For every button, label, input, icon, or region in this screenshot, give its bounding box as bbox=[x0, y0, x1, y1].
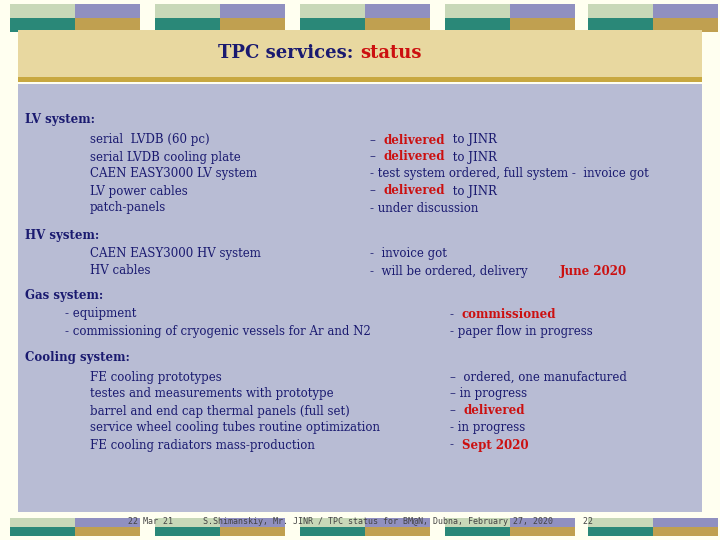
Bar bbox=[155, 518, 220, 527]
Bar bbox=[510, 18, 575, 32]
Bar bbox=[18, 30, 702, 78]
Text: - under discussion: - under discussion bbox=[370, 201, 478, 214]
Bar bbox=[510, 518, 575, 527]
Text: commissioned: commissioned bbox=[462, 307, 557, 321]
Bar bbox=[75, 18, 140, 32]
Text: - test system ordered, full system -  invoice got: - test system ordered, full system - inv… bbox=[370, 167, 649, 180]
Text: CAEN EASY3000 LV system: CAEN EASY3000 LV system bbox=[90, 167, 257, 180]
Bar bbox=[300, 518, 365, 527]
Text: – in progress: – in progress bbox=[450, 388, 527, 401]
Bar bbox=[10, 4, 75, 18]
Text: 22 Mar 21      S.Shimanskiy, Mr. JINR / TPC status for BM@N, Dubna, February 27,: 22 Mar 21 S.Shimanskiy, Mr. JINR / TPC s… bbox=[127, 517, 593, 526]
Bar bbox=[300, 527, 365, 536]
Bar bbox=[220, 527, 285, 536]
Bar bbox=[653, 518, 718, 527]
Text: - in progress: - in progress bbox=[450, 422, 526, 435]
Bar bbox=[588, 527, 653, 536]
Bar bbox=[445, 4, 510, 18]
Text: serial LVDB cooling plate: serial LVDB cooling plate bbox=[90, 151, 240, 164]
Bar bbox=[445, 18, 510, 32]
Bar bbox=[75, 527, 140, 536]
Bar bbox=[588, 4, 653, 18]
Bar bbox=[155, 4, 220, 18]
Bar bbox=[18, 84, 702, 512]
Bar bbox=[365, 18, 430, 32]
Text: - paper flow in progress: - paper flow in progress bbox=[450, 325, 593, 338]
Text: Cooling system:: Cooling system: bbox=[25, 352, 130, 365]
Text: -  will be ordered, delivery: - will be ordered, delivery bbox=[370, 265, 531, 278]
Text: –: – bbox=[450, 404, 459, 417]
Bar bbox=[220, 18, 285, 32]
Bar bbox=[365, 527, 430, 536]
Text: Gas system:: Gas system: bbox=[25, 289, 103, 302]
Text: Sept 2020: Sept 2020 bbox=[462, 438, 528, 451]
Bar bbox=[75, 518, 140, 527]
Text: FE cooling prototypes: FE cooling prototypes bbox=[90, 370, 222, 383]
Text: - equipment: - equipment bbox=[65, 307, 136, 321]
Bar bbox=[588, 18, 653, 32]
Text: -  invoice got: - invoice got bbox=[370, 247, 447, 260]
Bar bbox=[75, 4, 140, 18]
Text: delivered: delivered bbox=[383, 133, 444, 146]
Bar bbox=[10, 18, 75, 32]
Bar bbox=[155, 18, 220, 32]
Text: delivered: delivered bbox=[463, 404, 524, 417]
Text: to JINR: to JINR bbox=[449, 151, 497, 164]
Bar bbox=[653, 18, 718, 32]
Text: patch-panels: patch-panels bbox=[90, 201, 166, 214]
Bar bbox=[365, 4, 430, 18]
Text: - commissioning of cryogenic vessels for Ar and N2: - commissioning of cryogenic vessels for… bbox=[65, 325, 371, 338]
Text: HV system:: HV system: bbox=[25, 228, 99, 241]
Text: serial  LVDB (60 pc): serial LVDB (60 pc) bbox=[90, 133, 210, 146]
Bar bbox=[445, 527, 510, 536]
Text: –: – bbox=[370, 151, 379, 164]
Text: –  ordered, one manufactured: – ordered, one manufactured bbox=[450, 370, 627, 383]
Text: -: - bbox=[450, 307, 458, 321]
Bar bbox=[220, 4, 285, 18]
Text: TPC services:: TPC services: bbox=[218, 44, 360, 62]
Text: status: status bbox=[360, 44, 421, 62]
Bar bbox=[588, 518, 653, 527]
Text: to JINR: to JINR bbox=[449, 133, 497, 146]
Text: LV power cables: LV power cables bbox=[90, 185, 188, 198]
Text: HV cables: HV cables bbox=[90, 265, 150, 278]
Bar bbox=[155, 527, 220, 536]
Text: -: - bbox=[450, 438, 458, 451]
Text: testes and measurements with prototype: testes and measurements with prototype bbox=[90, 388, 333, 401]
Bar bbox=[18, 77, 702, 82]
Text: delivered: delivered bbox=[383, 151, 444, 164]
Bar bbox=[220, 518, 285, 527]
Bar bbox=[10, 518, 75, 527]
Bar bbox=[300, 4, 365, 18]
Text: –: – bbox=[370, 185, 379, 198]
Text: to JINR: to JINR bbox=[449, 185, 497, 198]
Bar bbox=[653, 4, 718, 18]
Bar bbox=[365, 518, 430, 527]
Text: –: – bbox=[370, 133, 379, 146]
Text: LV system:: LV system: bbox=[25, 113, 95, 126]
Text: June 2020: June 2020 bbox=[560, 265, 627, 278]
Text: barrel and end cap thermal panels (full set): barrel and end cap thermal panels (full … bbox=[90, 404, 350, 417]
Bar bbox=[10, 527, 75, 536]
Text: delivered: delivered bbox=[383, 185, 444, 198]
Text: FE cooling radiators mass-production: FE cooling radiators mass-production bbox=[90, 438, 315, 451]
Text: CAEN EASY3000 HV system: CAEN EASY3000 HV system bbox=[90, 247, 261, 260]
Text: service wheel cooling tubes routine optimization: service wheel cooling tubes routine opti… bbox=[90, 422, 380, 435]
Bar bbox=[300, 18, 365, 32]
Bar bbox=[445, 518, 510, 527]
Bar bbox=[510, 4, 575, 18]
Bar bbox=[653, 527, 718, 536]
Bar bbox=[510, 527, 575, 536]
